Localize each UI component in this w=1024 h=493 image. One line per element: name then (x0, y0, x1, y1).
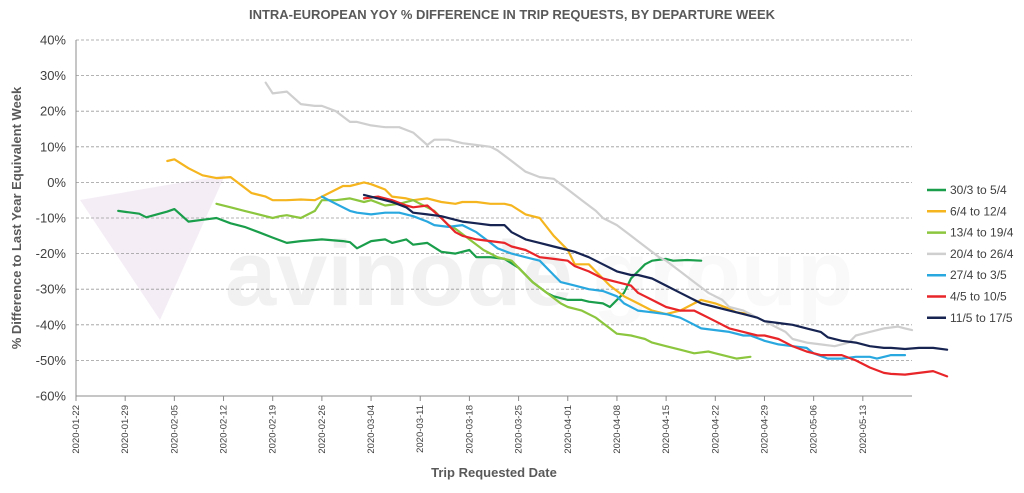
x-axis: 2020-01-22 2020-01-29 2020-02-05 2020-02-12… (71, 395, 912, 454)
legend: 30/3 to 5/4 6/4 to 12/4 13/4 to 19/4 20/4 t… (927, 183, 1014, 325)
x-tick-label: 2020-03-18 (464, 405, 475, 454)
x-tick-label: 2020-02-05 (169, 405, 180, 454)
x-tick-label: 2020-03-25 (514, 405, 525, 454)
series-line (215, 197, 752, 360)
y-tick-label: 10% (40, 139, 66, 154)
y-tick-label: -10% (36, 211, 67, 226)
x-tick-label: 2020-02-26 (317, 405, 328, 454)
x-tick-label: 2020-03-04 (366, 405, 377, 454)
watermark-logo-icon (80, 175, 225, 320)
y-tick-label: 0% (47, 175, 66, 190)
x-axis-title: Trip Requested Date (431, 465, 557, 480)
y-tick-label: -50% (36, 353, 67, 368)
x-tick-label: 2020-04-22 (710, 405, 721, 454)
legend-label: 6/4 to 12/4 (950, 204, 1007, 218)
y-tick-label: 30% (40, 68, 66, 83)
y-tick-label: -60% (36, 389, 67, 404)
x-tick-label: 2020-01-29 (120, 405, 131, 454)
series-line (362, 195, 949, 378)
legend-label: 20/4 to 26/4 (950, 247, 1014, 261)
x-tick-label: 2020-02-12 (219, 405, 230, 454)
x-tick-label: 2020-04-01 (563, 405, 574, 454)
legend-label: 27/4 to 3/5 (950, 268, 1007, 282)
y-axis-title: % Difference to Last Year Equivalent Wee… (9, 86, 24, 349)
x-tick-label: 2020-03-11 (415, 405, 426, 453)
y-tick-label: -20% (36, 246, 67, 261)
chart-title: INTRA-EUROPEAN YOY % DIFFERENCE IN TRIP … (249, 7, 776, 22)
legend-label: 30/3 to 5/4 (950, 183, 1007, 197)
series-line (320, 195, 907, 360)
series-line (362, 193, 949, 351)
x-tick-label: 2020-04-15 (661, 405, 672, 454)
x-tick-label: 2020-05-06 (809, 405, 820, 454)
series-line (117, 208, 703, 309)
series-lines (117, 81, 949, 378)
y-tick-label: -30% (36, 282, 67, 297)
legend-label: 13/4 to 19/4 (950, 226, 1014, 240)
y-tick-label: 40% (40, 33, 66, 48)
y-tick-label: 20% (40, 104, 66, 119)
series-line (166, 158, 752, 316)
y-axis: 40% 30% 20% 10% 0% -10% -20% -30% -40% -50% -60% (36, 33, 77, 404)
x-tick-label: 2020-05-13 (858, 405, 869, 454)
x-tick-label: 2020-04-29 (759, 405, 770, 454)
x-tick-label: 2020-02-19 (268, 405, 279, 454)
x-tick-label: 2020-04-08 (612, 405, 623, 454)
x-tick-label: 2020-01-22 (71, 405, 82, 454)
legend-label: 11/5 to 17/5 (950, 311, 1013, 325)
y-tick-label: -40% (36, 317, 67, 332)
legend-label: 4/5 to 10/5 (950, 290, 1007, 304)
watermark-text: avinode group (225, 223, 853, 325)
series-line (264, 81, 914, 348)
